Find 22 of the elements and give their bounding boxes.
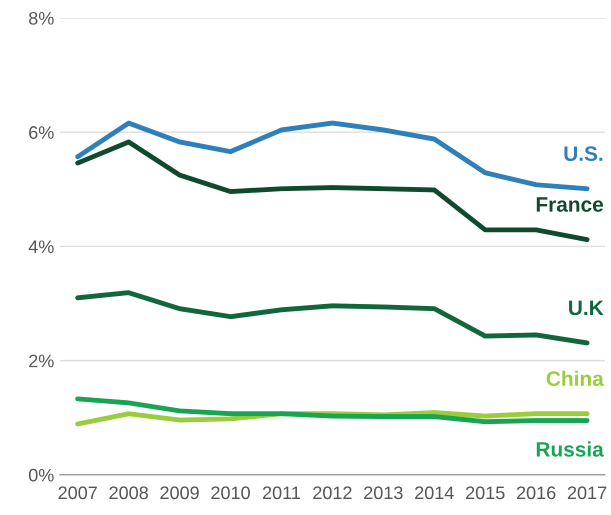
y-tick-label: 0% [28, 468, 54, 482]
x-tick-label: 2017 [568, 486, 606, 500]
y-tick-label: 6% [29, 126, 54, 139]
x-tick-label: 2016 [516, 486, 556, 500]
x-tick-label: 2011 [262, 486, 300, 500]
series-label: U.K [569, 300, 604, 316]
x-tick-label: 2010 [211, 486, 250, 500]
x-tick-label: 2008 [109, 486, 148, 500]
y-tick-label: 8% [29, 12, 54, 25]
x-tick-label: 2007 [58, 486, 97, 500]
series-label: Russia [536, 441, 604, 457]
line-series [75, 396, 590, 424]
x-tick-label: 2015 [466, 486, 505, 500]
series-label: China [546, 370, 604, 386]
x-tick-label: 2013 [364, 486, 403, 500]
x-tick-label: 2014 [415, 486, 454, 500]
y-tick-label: 2% [29, 354, 54, 368]
x-tick-label: 2009 [160, 486, 199, 500]
series-label: U.S. [564, 146, 602, 162]
series-label: France [536, 197, 604, 212]
x-tick-label: 2012 [313, 486, 352, 500]
y-tick-label: 4% [28, 240, 54, 254]
